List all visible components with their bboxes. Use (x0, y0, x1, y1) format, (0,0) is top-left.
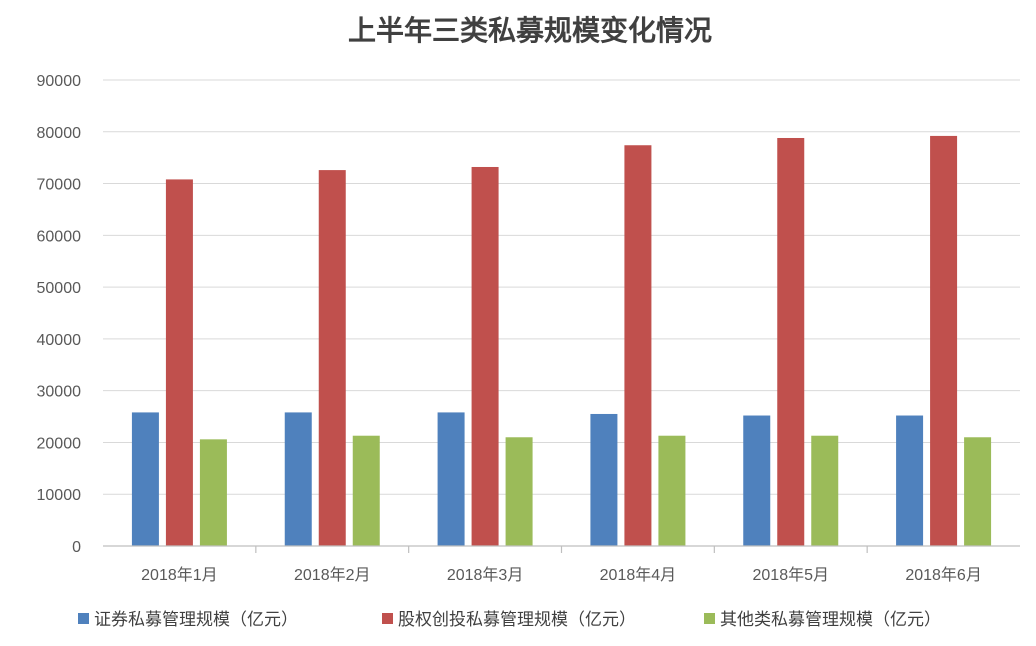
legend-swatch (78, 613, 89, 624)
y-tick-label: 40000 (37, 332, 82, 349)
bar-3-4 (658, 435, 686, 546)
bar-1-3 (437, 412, 465, 546)
bar-1-1 (131, 412, 159, 546)
chart-title: 上半年三类私募规模变化情况 (348, 14, 712, 47)
y-tick-label: 10000 (37, 487, 82, 504)
bar-3-3 (505, 437, 533, 546)
x-tick-label: 2018年3月 (447, 566, 524, 584)
gridlines (103, 79, 1020, 495)
y-tick-label: 80000 (37, 125, 82, 142)
bar-2-1 (165, 179, 193, 546)
bar-1-4 (590, 413, 618, 546)
bar-3-5 (811, 435, 839, 546)
legend-swatch (704, 613, 715, 624)
x-tick-label: 2018年2月 (294, 566, 371, 584)
bar-3-2 (352, 435, 380, 546)
y-tick-label: 60000 (37, 228, 82, 245)
x-axis-ticks: 2018年1月 2018年2月 2018年3月 2018年4月 2018年5月 2018年… (141, 546, 982, 584)
legend-label: 其他类私募管理规模（亿元） (720, 610, 941, 630)
bar-1-6 (896, 415, 924, 546)
y-axis-ticks: 0 10000 20000 30000 40000 50000 60000 70000 8000… (37, 73, 82, 556)
x-tick-label: 2018年1月 (141, 566, 218, 584)
legend-label: 证券私募管理规模（亿元） (94, 610, 298, 630)
bar-1-2 (284, 412, 312, 546)
y-tick-label: 0 (72, 539, 81, 556)
bar-3-1 (199, 439, 227, 546)
bar-3-6 (964, 437, 992, 546)
x-tick-label: 2018年4月 (600, 566, 677, 584)
legend-label: 股权创投私募管理规模（亿元） (398, 610, 636, 630)
bar-2-4 (624, 145, 652, 547)
x-tick-label: 2018年6月 (905, 566, 982, 584)
y-tick-label: 20000 (37, 435, 82, 452)
y-tick-label: 30000 (37, 384, 82, 401)
bar-2-3 (471, 166, 499, 546)
legend-swatch (382, 613, 393, 624)
legend: 证券私募管理规模（亿元） 股权创投私募管理规模（亿元） 其他类私募管理规模（亿元） (78, 610, 941, 630)
bar-2-2 (318, 170, 346, 547)
y-tick-label: 70000 (37, 177, 82, 194)
bar-1-5 (743, 415, 771, 546)
y-tick-label: 50000 (37, 280, 82, 297)
x-tick-label: 2018年5月 (753, 566, 830, 584)
y-tick-label: 90000 (37, 73, 82, 90)
bars (131, 135, 992, 547)
bar-2-5 (777, 137, 805, 547)
bar-2-6 (930, 135, 958, 547)
